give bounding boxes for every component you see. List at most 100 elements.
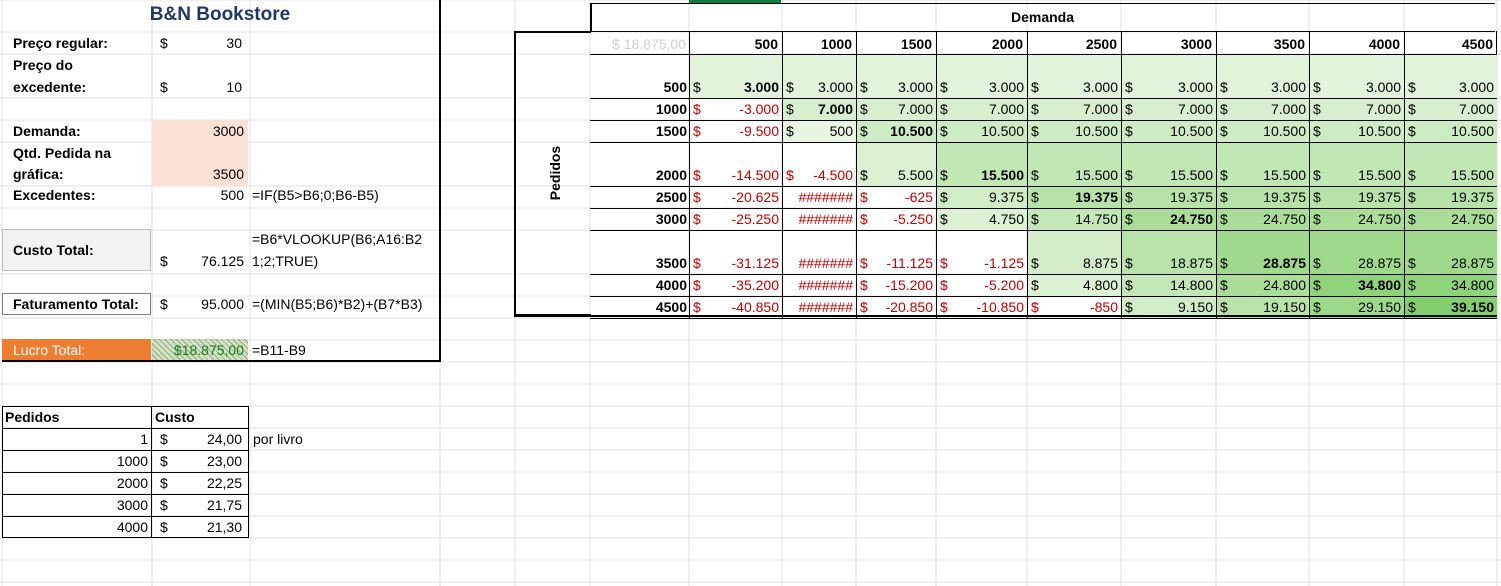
profit-cell[interactable]: ####### (783, 231, 856, 274)
order-header-cell[interactable]: 2000 (655, 167, 687, 183)
profit-cell[interactable]: $4.750 (937, 209, 1027, 230)
order-header-cell[interactable]: 3500 (655, 255, 687, 271)
demand-header-cell[interactable]: 1500 (900, 36, 932, 52)
profit-cell[interactable]: $ -850 (1028, 297, 1121, 318)
profit-cell[interactable]: $3.000 (1310, 55, 1404, 98)
profit-cell[interactable]: $15.500 (1217, 143, 1309, 186)
cost-custo-cell[interactable]: 24,00 (206, 431, 242, 447)
profit-cell[interactable]: $15.500 (1028, 143, 1121, 186)
value-excedentes[interactable]: 500 (220, 187, 244, 203)
profit-cell[interactable]: $ -31.125 (690, 231, 782, 274)
profit-cell[interactable]: $15.500 (1310, 143, 1404, 186)
profit-cell[interactable]: $7.000 (1217, 99, 1309, 120)
profit-cell[interactable]: $34.800 (1405, 275, 1497, 296)
profit-cell[interactable]: $29.150 (1310, 297, 1404, 318)
value-custo-total[interactable]: 76.125 (201, 253, 244, 269)
demand-header-cell[interactable]: 2000 (991, 36, 1023, 52)
profit-cell[interactable]: $7.000 (1310, 99, 1404, 120)
profit-cell[interactable]: $3.000 (1122, 55, 1216, 98)
profit-cell[interactable]: ####### (783, 209, 856, 230)
profit-cell[interactable]: $ -35.200 (690, 275, 782, 296)
profit-cell[interactable]: $19.375 (1310, 187, 1404, 208)
profit-cell[interactable]: $10.500 (1310, 121, 1404, 142)
profit-cell[interactable]: $4.800 (1028, 275, 1121, 296)
profit-cell[interactable]: $8.875 (1028, 231, 1121, 274)
profit-cell[interactable]: $19.375 (1122, 187, 1216, 208)
profit-cell[interactable]: $24.750 (1217, 209, 1309, 230)
profit-cell[interactable]: $3.000 (1028, 55, 1121, 98)
demand-header-cell[interactable]: 4000 (1368, 36, 1400, 52)
profit-cell[interactable]: $ -40.850 (690, 297, 782, 318)
order-header-cell[interactable]: 500 (663, 79, 687, 95)
value-qtd-pedida[interactable]: 3500 (212, 166, 244, 182)
profit-cell[interactable]: $28.875 (1405, 231, 1497, 274)
profit-cell[interactable]: $18.875 (1122, 231, 1216, 274)
value-preco-excedente[interactable]: 10 (226, 79, 242, 95)
profit-cell[interactable]: $ -3.000 (690, 99, 782, 120)
order-header-cell[interactable]: 2500 (655, 189, 687, 205)
profit-cell[interactable]: $7.000 (783, 99, 856, 120)
profit-cell[interactable]: $14.750 (1028, 209, 1121, 230)
profit-cell[interactable]: $7.000 (1405, 99, 1497, 120)
order-header-cell[interactable]: 3000 (655, 211, 687, 227)
value-preco-regular[interactable]: 30 (226, 35, 242, 51)
profit-cell[interactable]: $19.375 (1028, 187, 1121, 208)
cost-pedidos-cell[interactable]: 3000 (116, 497, 148, 513)
profit-cell[interactable]: $ -4.500 (783, 143, 856, 186)
profit-cell[interactable]: $24.800 (1217, 275, 1309, 296)
value-demanda[interactable]: 3000 (212, 123, 244, 139)
profit-cell[interactable]: $7.000 (1122, 99, 1216, 120)
profit-cell[interactable]: $34.800 (1310, 275, 1404, 296)
cost-pedidos-cell[interactable]: 4000 (116, 519, 148, 535)
profit-cell[interactable]: ####### (783, 297, 856, 318)
profit-cell[interactable]: ####### (783, 187, 856, 208)
order-header-cell[interactable]: 1500 (655, 123, 687, 139)
order-header-cell[interactable]: 4000 (655, 277, 687, 293)
profit-cell[interactable]: $3.000 (1405, 55, 1497, 98)
profit-cell[interactable]: $19.375 (1405, 187, 1497, 208)
profit-cell[interactable]: $15.500 (1122, 143, 1216, 186)
profit-cell[interactable]: $19.375 (1217, 187, 1309, 208)
demand-header-cell[interactable]: 3000 (1180, 36, 1212, 52)
profit-cell[interactable]: $15.500 (1405, 143, 1497, 186)
demand-header-cell[interactable]: 3500 (1273, 36, 1305, 52)
profit-cell[interactable]: $ -1.125 (937, 231, 1027, 274)
cost-custo-cell[interactable]: 21,30 (206, 519, 242, 535)
profit-cell[interactable]: $14.800 (1122, 275, 1216, 296)
profit-cell[interactable]: $ -20.850 (857, 297, 936, 318)
profit-cell[interactable]: $3.000 (857, 55, 936, 98)
profit-cell[interactable]: $39.150 (1405, 297, 1497, 318)
profit-cell[interactable]: $24.750 (1405, 209, 1497, 230)
profit-cell[interactable]: $7.000 (937, 99, 1027, 120)
profit-cell[interactable]: $24.750 (1310, 209, 1404, 230)
profit-cell[interactable]: $10.500 (1217, 121, 1309, 142)
demand-header-cell[interactable]: 4500 (1461, 36, 1493, 52)
profit-cell[interactable]: $24.750 (1122, 209, 1216, 230)
profit-cell[interactable]: $28.875 (1217, 231, 1309, 274)
profit-cell[interactable]: $10.500 (937, 121, 1027, 142)
profit-cell[interactable]: $10.500 (1405, 121, 1497, 142)
cost-custo-cell[interactable]: 21,75 (206, 497, 242, 513)
profit-cell[interactable]: $ -9.500 (690, 121, 782, 142)
value-faturamento-total[interactable]: 95.000 (201, 296, 244, 312)
demand-header-cell[interactable]: 1000 (820, 36, 852, 52)
profit-cell[interactable]: $3.000 (1217, 55, 1309, 98)
profit-cell[interactable]: $ -14.500 (690, 143, 782, 186)
profit-cell[interactable]: $ -5.200 (937, 275, 1027, 296)
profit-cell[interactable]: ####### (783, 275, 856, 296)
demand-header-cell[interactable]: 500 (754, 36, 778, 52)
profit-cell[interactable]: $10.500 (1122, 121, 1216, 142)
profit-cell[interactable]: $ -20.625 (690, 187, 782, 208)
profit-cell[interactable]: $9.150 (1122, 297, 1216, 318)
profit-cell[interactable]: $9.375 (937, 187, 1027, 208)
profit-cell[interactable]: $ -11.125 (857, 231, 936, 274)
cost-pedidos-cell[interactable]: 2000 (116, 475, 148, 491)
profit-cell[interactable]: $19.150 (1217, 297, 1309, 318)
demand-header-cell[interactable]: 2500 (1085, 36, 1117, 52)
profit-cell[interactable]: $28.875 (1310, 231, 1404, 274)
profit-cell[interactable]: $7.000 (857, 99, 936, 120)
cost-custo-cell[interactable]: 23,00 (206, 453, 242, 469)
profit-cell[interactable]: $ -25.250 (690, 209, 782, 230)
profit-cell[interactable]: $7.000 (1028, 99, 1121, 120)
value-lucro-total[interactable]: $18.875,00 (173, 342, 244, 358)
